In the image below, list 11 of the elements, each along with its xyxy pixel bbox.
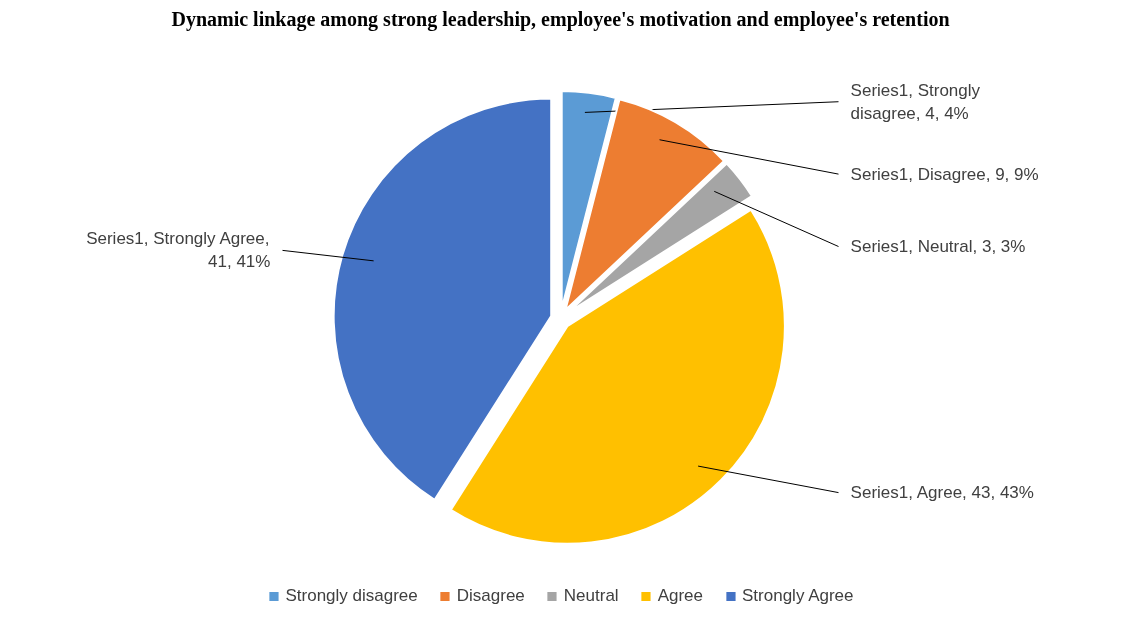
data-label: Series1, Agree, 43, 43% <box>850 483 1034 503</box>
data-label: Series1, Strongly disagree, 4, 4% <box>850 80 981 123</box>
data-label: Series1, Neutral, 3, 3% <box>850 237 1026 257</box>
legend-label: Neutral <box>563 586 619 606</box>
data-label: Series1, Disagree, 9, 9% <box>850 164 1039 184</box>
legend-label: Strongly disagree <box>285 586 418 606</box>
legend-label: Strongly Agree <box>742 586 854 606</box>
legend-label: Agree <box>657 586 704 606</box>
legend-label: Disagree <box>456 586 525 606</box>
chart-title: Dynamic linkage among strong leadership, employee's motivation and employee's retention <box>171 7 950 31</box>
data-label: Series1, Strongly Agree, 41, 41% <box>86 229 271 272</box>
